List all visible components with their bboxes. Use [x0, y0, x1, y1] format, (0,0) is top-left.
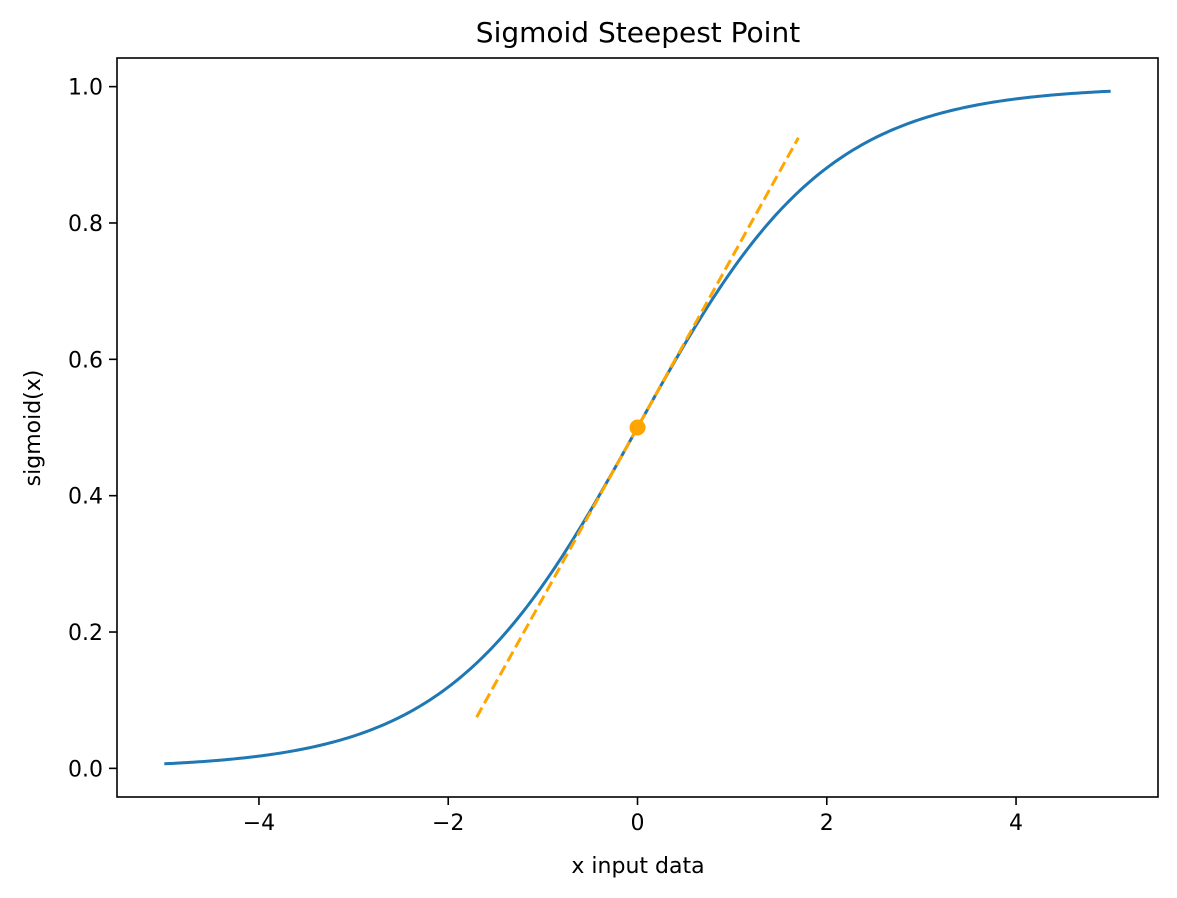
- x-tick-label: 0: [631, 811, 645, 836]
- x-tick-label: 4: [1009, 811, 1023, 836]
- x-tick-label: 2: [820, 811, 834, 836]
- y-tick-label: 1.0: [68, 76, 103, 101]
- y-axis-ticks: 0.0 0.2 0.4 0.6 0.8 1.0: [68, 76, 117, 782]
- plot-area: [164, 89, 1111, 766]
- x-axis-ticks: −4 −2 0 2 4: [243, 797, 1023, 836]
- chart-title: Sigmoid Steepest Point: [476, 16, 800, 49]
- y-tick-label: 0.6: [68, 348, 103, 373]
- y-tick-label: 0.4: [68, 485, 103, 510]
- y-tick-label: 0.8: [68, 212, 103, 237]
- plot-frame: [116, 57, 1159, 798]
- y-tick-label: 0.0: [68, 757, 103, 782]
- steepest-point-marker: [629, 419, 646, 436]
- x-tick-label: −2: [432, 811, 464, 836]
- x-tick-label: −4: [243, 811, 275, 836]
- y-axis-label: sigmoid(x): [21, 370, 46, 487]
- y-tick-label: 0.2: [68, 621, 103, 646]
- tangent-line: [475, 137, 800, 718]
- x-axis-label: x input data: [571, 854, 704, 879]
